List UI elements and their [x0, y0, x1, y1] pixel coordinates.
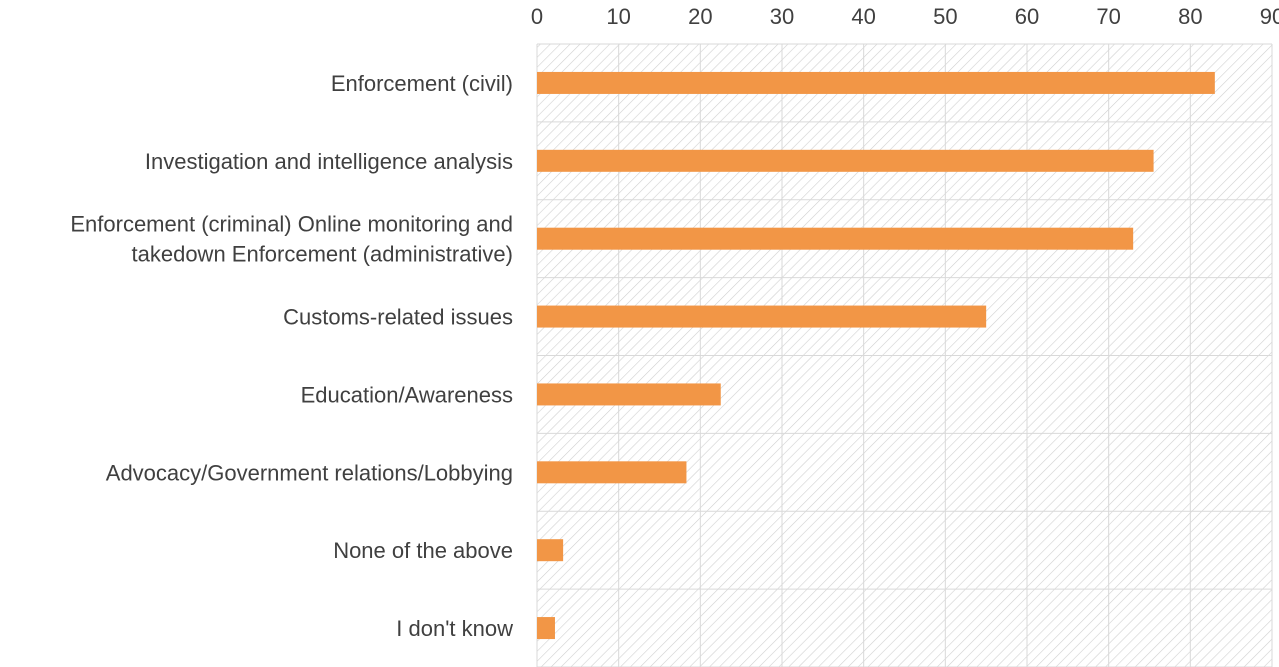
category-label: Enforcement (criminal) Online monitoring…	[70, 212, 513, 267]
x-tick-label: 30	[770, 4, 794, 29]
category-label-line: Advocacy/Government relations/Lobbying	[106, 460, 513, 485]
x-tick-label: 80	[1178, 4, 1202, 29]
bar	[537, 149, 1154, 172]
bars	[537, 71, 1215, 640]
x-tick-label: 90	[1260, 4, 1279, 29]
category-label-line: Enforcement (criminal) Online monitoring…	[70, 212, 513, 237]
bar	[537, 617, 555, 640]
category-label: Education/Awareness	[301, 382, 513, 407]
category-labels: Enforcement (civil) Investigation and int…	[70, 71, 513, 641]
x-tick-label: 40	[851, 4, 875, 29]
category-label-line: Customs-related issues	[283, 305, 513, 330]
bar	[537, 227, 1134, 250]
category-label-line: None of the above	[333, 538, 513, 563]
category-label: Customs-related issues	[283, 305, 513, 330]
category-label-line: Investigation and intelligence analysis	[145, 149, 513, 174]
bar	[537, 461, 687, 484]
x-tick-label: 10	[606, 4, 630, 29]
bar	[537, 305, 987, 328]
x-tick-label: 20	[688, 4, 712, 29]
bar	[537, 539, 564, 562]
category-label: Investigation and intelligence analysis	[145, 149, 513, 174]
category-label-line: takedown Enforcement (administrative)	[132, 242, 514, 267]
grid-lines	[536, 43, 1273, 667]
category-label: Enforcement (civil)	[331, 71, 513, 96]
x-axis-ticks: 0 10 20 30 40 50 60 70 80 90	[531, 4, 1279, 29]
bar	[537, 71, 1215, 94]
category-label-line: Enforcement (civil)	[331, 71, 513, 96]
x-tick-label: 0	[531, 4, 543, 29]
category-label-line: I don't know	[396, 616, 513, 641]
category-label: I don't know	[396, 616, 513, 641]
x-tick-label: 50	[933, 4, 957, 29]
category-label-line: Education/Awareness	[301, 382, 513, 407]
x-tick-label: 70	[1096, 4, 1120, 29]
x-tick-label: 60	[1015, 4, 1039, 29]
bar	[537, 383, 721, 406]
category-label: Advocacy/Government relations/Lobbying	[106, 460, 513, 485]
category-label: None of the above	[333, 538, 513, 563]
